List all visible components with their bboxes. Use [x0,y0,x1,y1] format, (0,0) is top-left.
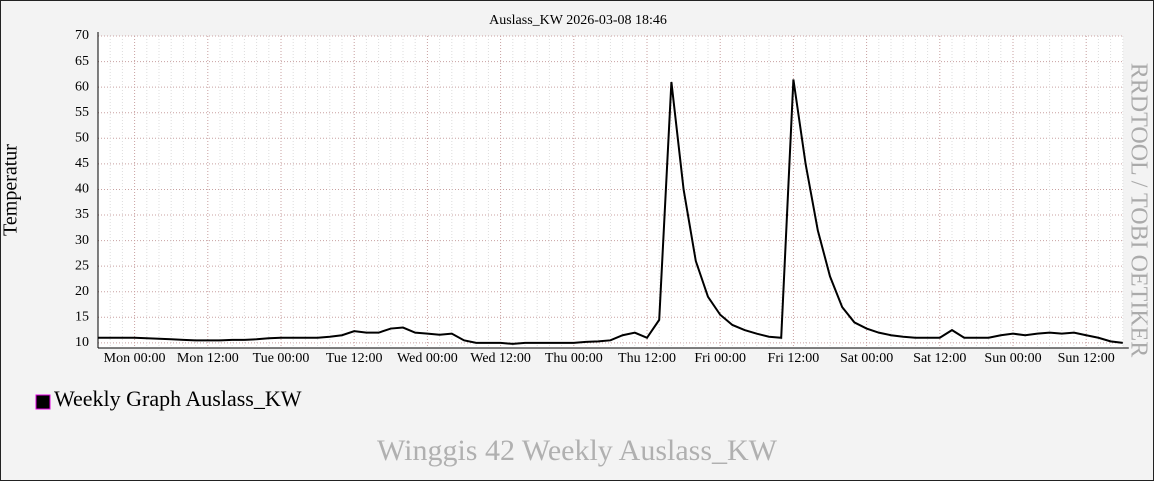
y-tick-label: 60 [75,79,89,94]
x-tick-label: Tue 00:00 [253,351,310,366]
y-tick-label: 50 [75,131,89,146]
y-tick-label: 10 [75,335,89,350]
x-tick-label: Sat 00:00 [840,351,893,366]
x-tick-label: Thu 00:00 [545,351,603,366]
legend-label: Weekly Graph Auslass_KW [54,386,302,411]
y-tick-label: 35 [75,207,89,222]
data-line [98,79,1123,345]
y-tick-label: 70 [75,28,89,43]
y-tick-label: 65 [75,54,89,69]
y-tick-label: 25 [75,258,89,273]
y-axis-label: Temperatur [0,144,22,236]
y-tick-label: 30 [75,233,89,248]
x-tick-label: Sun 00:00 [984,351,1041,366]
x-tick-label: Sat 12:00 [913,351,966,366]
x-tick-label: Fri 00:00 [694,351,746,366]
footer: Winggis 42 Weekly Auslass_KW [377,434,778,467]
x-tick-label: Wed 12:00 [470,351,531,366]
legend-swatch [35,394,51,410]
y-tick-label: 20 [75,284,89,299]
chart-title: Auslass_KW 2026-03-08 18:46 [489,13,667,28]
y-tick-label: 55 [75,105,89,120]
y-tick-label: 45 [75,156,89,171]
x-tick-label: Sun 12:00 [1058,351,1115,366]
x-tick-label: Thu 12:00 [618,351,676,366]
x-tick-label: Wed 00:00 [397,351,458,366]
x-tick-label: Tue 12:00 [326,351,383,366]
watermark: RRDTOOL / TOBI OETIKER [1125,63,1151,357]
x-tick-label: Mon 00:00 [104,351,166,366]
x-tick-label: Mon 12:00 [177,351,239,366]
x-tick-label: Fri 12:00 [768,351,820,366]
y-tick-label: 40 [75,182,89,197]
y-tick-label: 15 [75,310,89,325]
